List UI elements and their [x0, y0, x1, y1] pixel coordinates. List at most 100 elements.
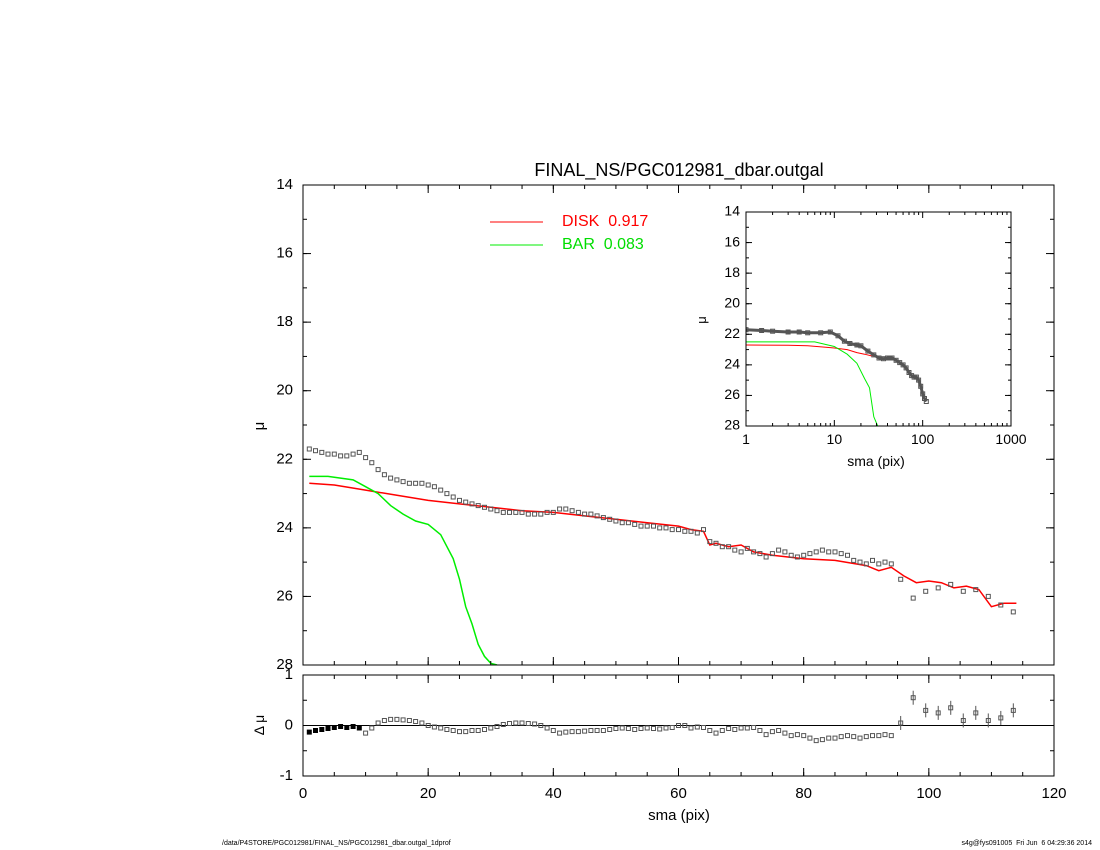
residual-point — [985, 718, 991, 723]
main-ylabel: μ — [251, 422, 268, 431]
observed-profile-point — [582, 511, 588, 517]
observed-profile-point — [338, 453, 344, 459]
observed-profile-point — [431, 484, 437, 490]
main-title: FINAL_NS/PGC012981_dbar.outgal — [534, 160, 823, 181]
residual-point — [638, 726, 644, 731]
observed-profile-point — [600, 515, 606, 521]
observed-profile-point — [532, 511, 538, 517]
residual-point — [863, 734, 869, 740]
residual-point — [350, 724, 356, 729]
residual-point — [313, 728, 318, 733]
observed-profile-point — [923, 588, 929, 594]
inset-xlabel: sma (pix) — [847, 453, 905, 469]
inset-observed-point — [847, 341, 853, 346]
observed-profile-point — [519, 509, 525, 515]
residual-point — [898, 720, 904, 726]
residual-point — [832, 735, 838, 741]
observed-profile-point — [507, 509, 512, 515]
observed-profile-point — [763, 554, 769, 560]
observed-profile-point — [638, 523, 644, 529]
observed-profile-point — [594, 513, 600, 519]
observed-profile-point — [701, 527, 706, 533]
resid-xlabel: sma (pix) — [648, 807, 710, 824]
residual-point — [557, 730, 563, 736]
main-ytick-label: 28 — [276, 656, 293, 673]
residual-point — [400, 717, 406, 723]
residual-point — [532, 721, 538, 727]
residual-point — [669, 725, 675, 730]
residual-point — [431, 724, 437, 730]
observed-profile-point — [369, 460, 375, 466]
residual-point — [744, 725, 750, 731]
observed-profile-point — [381, 472, 387, 478]
residual-point — [694, 724, 700, 730]
residual-point — [475, 728, 481, 733]
inset-ytick-label: 22 — [724, 325, 740, 341]
observed-profile-point — [575, 509, 581, 515]
observed-profile-point — [569, 508, 575, 514]
resid-ytick-label: 0 — [285, 716, 293, 733]
residual-point — [688, 725, 694, 731]
residual-point — [519, 720, 525, 726]
inset-observed-point — [796, 329, 802, 335]
residual-point — [525, 721, 531, 726]
residual-point — [444, 727, 450, 732]
inset-observed-point — [858, 343, 864, 349]
observed-profile-point — [813, 549, 819, 555]
observed-profile-point — [563, 506, 569, 512]
observed-profile-point — [356, 449, 362, 455]
resid-clip-plot-area — [303, 690, 1054, 744]
inset-observed-point — [770, 328, 776, 334]
legend: DISK 0.917 BAR 0.083 — [490, 213, 648, 253]
observed-profile-point — [419, 480, 425, 486]
inset-observed-point — [900, 362, 906, 368]
residual-point — [757, 728, 763, 733]
observed-profile-point — [475, 503, 481, 509]
main-ytick-label: 20 — [276, 382, 293, 399]
main-frame — [302, 184, 1055, 666]
observed-profile-point — [807, 551, 813, 557]
residual-point — [998, 715, 1004, 721]
residual-point — [575, 729, 581, 735]
observed-profile-point — [910, 595, 916, 601]
observed-profile-point — [998, 602, 1004, 608]
observed-profile-point — [500, 509, 506, 515]
inset-ytick-label: 26 — [724, 386, 740, 402]
observed-profile-point — [644, 523, 650, 529]
resid-xtick-label: 0 — [299, 785, 307, 802]
observed-profile-point — [513, 509, 519, 515]
residual-point — [801, 733, 807, 739]
observed-profile-point — [845, 552, 850, 558]
main-ytick-label: 14 — [276, 176, 293, 193]
observed-profile-point — [870, 557, 875, 563]
observed-profile-point — [619, 520, 625, 526]
observed-profile-point — [613, 518, 619, 524]
inset-observed-point — [920, 391, 926, 397]
observed-profile-point — [832, 549, 838, 555]
residual-point — [813, 738, 819, 744]
residual-point — [375, 720, 381, 726]
observed-profile-point — [400, 479, 406, 485]
residual-point — [319, 727, 325, 732]
residual-point — [682, 723, 688, 728]
observed-profile-point — [425, 482, 431, 488]
inset-observed-point — [805, 330, 811, 336]
observed-profile-point — [394, 477, 400, 483]
residual-point — [826, 735, 832, 741]
observed-profile-point — [819, 547, 825, 553]
residual-point — [482, 727, 487, 732]
inset-observed-point — [906, 370, 912, 375]
residual-panel: 0 20 40 60 80 100 120 -1 0 1 Δ μ sma (pix) — [251, 666, 1067, 824]
inset-observed-point — [865, 348, 871, 354]
main-clip-plot-area — [306, 446, 1017, 665]
residual-point — [544, 725, 550, 731]
residual-point — [1010, 707, 1016, 713]
observed-profile-point — [306, 446, 312, 452]
inset-observed-point — [759, 328, 765, 333]
residual-point — [494, 724, 500, 729]
observed-profile-point — [973, 587, 979, 593]
observed-profile-point — [719, 544, 725, 550]
observed-profile-point — [876, 561, 882, 567]
observed-profile-point — [494, 508, 500, 514]
residual-point — [713, 730, 719, 736]
